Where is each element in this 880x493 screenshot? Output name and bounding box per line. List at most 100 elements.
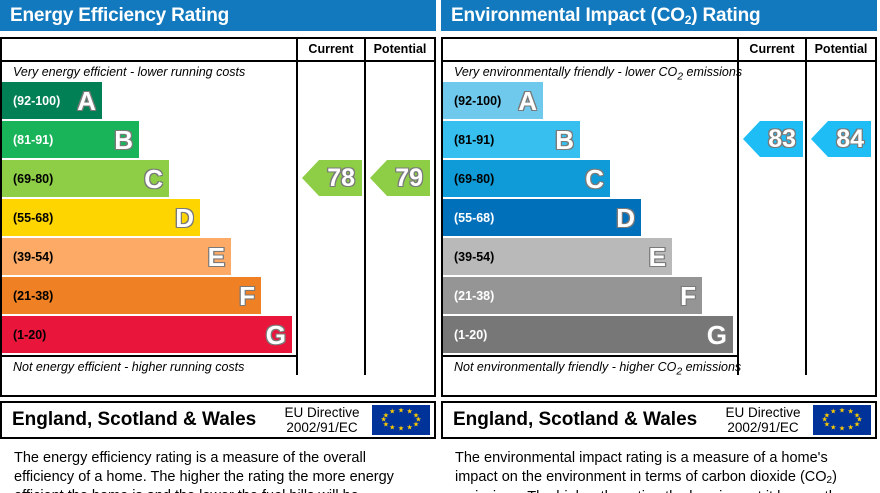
eu-flag-star: ★ (853, 421, 861, 428)
band-bar-c: (69-80) C (443, 160, 610, 197)
energy-divider-2 (364, 62, 366, 375)
env-top-note-sub: 2 (677, 71, 684, 83)
band-range-d: (55-68) (13, 210, 54, 225)
current-rating-arrow: 83 (743, 121, 803, 157)
environmental-header-current: Current (739, 39, 807, 60)
band-letter-d: D (616, 202, 635, 233)
current-rating-value: 83 (768, 124, 796, 153)
eu-flag-star: ★ (397, 425, 405, 433)
eu-flag-star: ★ (823, 421, 831, 428)
band-row-c: (69-80) C (443, 160, 737, 197)
env-caption-post: ) emissions. The higher the rating the l… (455, 469, 845, 493)
band-letter-f: F (239, 280, 255, 311)
band-letter-a: A (77, 85, 96, 116)
band-row-g: (1-20) G (443, 316, 737, 353)
eu-flag-star: ★ (830, 408, 837, 416)
band-range-a: (92-100) (13, 93, 61, 108)
band-row-f: (21-38) F (443, 277, 737, 314)
energy-header-blank (2, 39, 298, 60)
energy-caption: The energy efficiency rating is a measur… (14, 450, 394, 493)
environmental-footer-country: England, Scotland & Wales (453, 409, 698, 430)
energy-header-current: Current (298, 39, 366, 60)
energy-body: Very energy efficient - lower running co… (2, 62, 434, 375)
environmental-impact-chart: Environmental Impact (CO2) Rating Curren… (441, 0, 877, 493)
environmental-footer: England, Scotland & Wales EU Directive 2… (441, 401, 877, 439)
band-letter-c: C (144, 163, 163, 194)
energy-directive-line1: EU Directive (284, 405, 360, 420)
eu-flag-star: ★ (406, 408, 413, 416)
env-caption-pre: The environmental impact rating is a mea… (455, 450, 828, 485)
env-caption-sub: 2 (826, 475, 833, 486)
band-range-a: (92-100) (454, 93, 502, 108)
chart-title-environmental: Environmental Impact (CO2) Rating (441, 0, 877, 31)
energy-header-potential: Potential (373, 42, 427, 56)
band-row-b: (81-91) B (443, 121, 737, 158)
env-top-note-post: emissions (683, 65, 743, 79)
band-bar-d: (55-68) D (2, 199, 200, 236)
band-letter-e: E (648, 241, 666, 272)
eu-flag-star: ★ (412, 421, 420, 428)
band-letter-a: A (518, 85, 537, 116)
eu-flag-icon: ★ ★ ★ ★ ★ ★ ★ ★ ★ ★ ★ ★ (813, 405, 871, 435)
potential-rating-value: 84 (836, 124, 864, 153)
energy-footer: England, Scotland & Wales EU Directive 2… (0, 401, 436, 439)
energy-potential-arrow-column: 79 (366, 62, 434, 375)
energy-current-arrow-column: 78 (298, 62, 366, 375)
environmental-header-potential: Potential (814, 42, 868, 56)
band-bar-g: (1-20) G (2, 316, 292, 353)
energy-footer-country: England, Scotland & Wales (12, 409, 257, 430)
band-range-d: (55-68) (454, 210, 495, 225)
current-rating-value: 78 (327, 163, 355, 192)
band-range-c: (69-80) (454, 171, 495, 186)
band-letter-d: D (175, 202, 194, 233)
eu-flag-star: ★ (838, 407, 846, 415)
band-letter-g: G (265, 319, 286, 350)
environmental-divider-1 (737, 62, 739, 375)
environmental-caption: The environmental impact rating is a mea… (441, 449, 877, 493)
band-range-b: (81-91) (454, 132, 495, 147)
band-bar-f: (21-38) F (443, 277, 702, 314)
eu-flag-star: ★ (838, 425, 846, 433)
energy-bottom-note: Not energy efficient - higher running co… (2, 355, 296, 375)
band-range-c: (69-80) (13, 171, 54, 186)
environmental-table-frame: Current Potential Very environmentally f… (441, 37, 877, 397)
eu-flag-star: ★ (853, 412, 861, 419)
env-bottom-note-sub: 2 (676, 366, 683, 378)
band-row-d: (55-68) D (443, 199, 737, 236)
env-top-note-pre: Very environmentally friendly - lower CO (454, 65, 678, 79)
chart-title-energy-text: Energy Efficiency Rating (10, 5, 230, 26)
potential-rating-value: 79 (395, 163, 423, 192)
eu-flag-star: ★ (823, 412, 831, 419)
environmental-bottom-note: Not environmentally friendly - higher CO… (443, 355, 741, 378)
environmental-band-list: (92-100) A (81-91) B (69-80) C (55-68) D (39-54)… (443, 82, 737, 353)
eu-flag-star: ★ (382, 412, 390, 419)
energy-directive-line2: 2002/91/EC (286, 420, 358, 435)
band-bar-c: (69-80) C (2, 160, 169, 197)
eu-flag-star: ★ (389, 408, 396, 416)
environmental-potential-arrow-column: 84 (807, 62, 875, 375)
environmental-divider-2 (805, 62, 807, 375)
band-row-b: (81-91) B (2, 121, 296, 158)
band-range-e: (39-54) (454, 249, 495, 264)
band-letter-c: C (585, 163, 604, 194)
band-bar-f: (21-38) F (2, 277, 261, 314)
band-letter-f: F (680, 280, 696, 311)
eu-flag-star: ★ (382, 421, 390, 428)
energy-divider-1 (296, 62, 298, 375)
band-bar-b: (81-91) B (2, 121, 139, 158)
current-rating-arrow: 78 (302, 160, 362, 196)
env-bottom-note-post: emissions (682, 360, 742, 374)
eu-flag-star: ★ (847, 424, 854, 432)
band-bar-e: (39-54) E (443, 238, 672, 275)
band-row-e: (39-54) E (2, 238, 296, 275)
band-row-g: (1-20) G (2, 316, 296, 353)
band-letter-b: B (114, 124, 133, 155)
eu-flag-star: ★ (856, 416, 863, 424)
band-bar-e: (39-54) E (2, 238, 231, 275)
band-bar-d: (55-68) D (443, 199, 641, 236)
environmental-header-blank (443, 39, 739, 60)
band-letter-e: E (207, 241, 225, 272)
eu-flag-star: ★ (406, 424, 413, 432)
band-range-g: (1-20) (454, 327, 488, 342)
band-bar-g: (1-20) G (443, 316, 733, 353)
